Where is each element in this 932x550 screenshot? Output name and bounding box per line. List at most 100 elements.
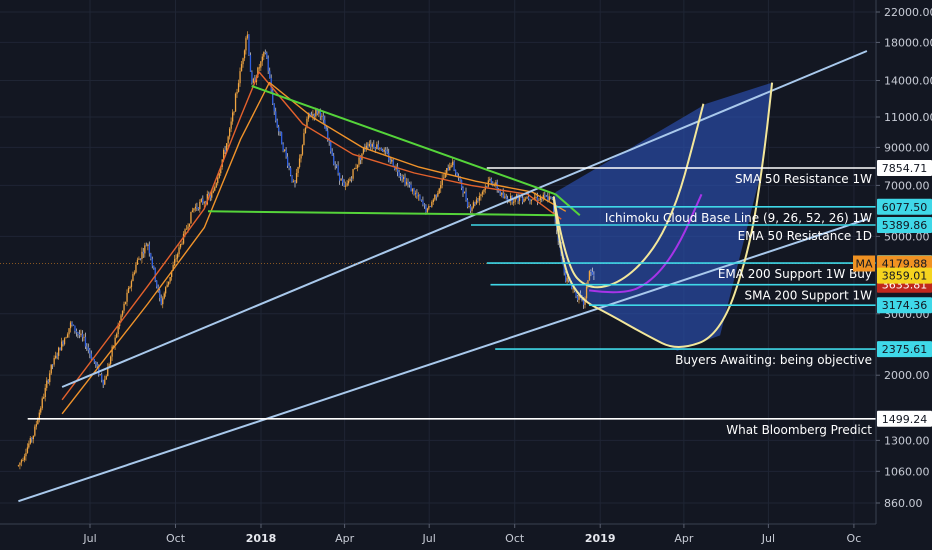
price-tick-label: 18000.00 bbox=[884, 36, 932, 49]
candle-body bbox=[41, 398, 43, 409]
candle-body bbox=[551, 197, 553, 199]
candle-body bbox=[337, 165, 339, 173]
candle-body bbox=[432, 199, 434, 202]
candle-body bbox=[71, 322, 73, 325]
candle-body bbox=[539, 197, 542, 200]
price-tick-label: 860.00 bbox=[884, 497, 923, 510]
candle-body bbox=[181, 243, 183, 245]
candle-body bbox=[132, 274, 134, 282]
candle-body bbox=[275, 111, 277, 121]
candle-body bbox=[22, 460, 24, 461]
candle-body bbox=[307, 112, 310, 119]
candle-body bbox=[319, 109, 321, 117]
candle-body bbox=[339, 172, 341, 181]
time-axis[interactable]: Jul Oct 2018 Apr Jul Oct 2019 Apr Jul Oc bbox=[0, 523, 876, 545]
candle-body bbox=[367, 145, 369, 147]
candle-body bbox=[428, 206, 430, 209]
candle-body bbox=[242, 58, 244, 65]
purple-curve bbox=[588, 193, 703, 294]
candle-body bbox=[437, 193, 439, 197]
candle-body bbox=[124, 301, 127, 304]
candle-body bbox=[426, 208, 429, 213]
candle-body bbox=[239, 71, 241, 84]
candle-body bbox=[166, 284, 168, 288]
candle-body bbox=[441, 178, 443, 186]
candle-body bbox=[371, 144, 373, 147]
candle-body bbox=[403, 177, 405, 180]
candle-body bbox=[188, 223, 191, 227]
time-tick-label: 2019 bbox=[585, 532, 616, 545]
candle-body bbox=[184, 229, 186, 234]
candle-body bbox=[374, 147, 376, 150]
candle-body bbox=[478, 196, 481, 201]
candle-body bbox=[52, 364, 54, 366]
candle-body bbox=[322, 115, 324, 120]
candle-body bbox=[298, 158, 301, 167]
candle-body bbox=[171, 270, 173, 277]
candle-body bbox=[359, 157, 362, 161]
candle-body bbox=[405, 181, 408, 185]
candle-body bbox=[130, 281, 133, 287]
candle-body bbox=[453, 161, 455, 170]
candle-body bbox=[220, 166, 222, 174]
candle-body bbox=[153, 265, 155, 269]
candle-body bbox=[572, 288, 574, 290]
candle-body bbox=[102, 380, 104, 385]
candle-body bbox=[334, 164, 336, 166]
candle-body bbox=[214, 187, 216, 191]
candle-body bbox=[96, 364, 98, 366]
candle-body bbox=[532, 198, 534, 200]
candle-body bbox=[29, 438, 31, 444]
candle-body bbox=[212, 190, 214, 193]
candle-body bbox=[413, 188, 415, 195]
candle-body bbox=[469, 205, 472, 211]
level-price-tag-bg bbox=[877, 198, 932, 215]
candle-body bbox=[352, 169, 354, 179]
candle-body bbox=[330, 141, 332, 152]
price-axis[interactable]: 22000.00 18000.00 14000.00 11000.00 9000.00 7… bbox=[853, 0, 932, 524]
candle-body bbox=[206, 194, 208, 205]
candle-body bbox=[510, 195, 512, 201]
candle-body bbox=[174, 259, 176, 266]
price-tick-label: 11000.00 bbox=[884, 111, 932, 124]
candle-body bbox=[260, 61, 262, 68]
candle-body bbox=[291, 175, 293, 182]
candle-body bbox=[425, 205, 427, 213]
candle-body bbox=[269, 70, 271, 78]
candle-body bbox=[284, 149, 286, 151]
level-annotation: What Bloomberg Predict bbox=[726, 423, 872, 437]
candle-body bbox=[521, 197, 524, 202]
candle-body bbox=[278, 127, 280, 132]
candle-body bbox=[389, 160, 391, 162]
candle-body bbox=[536, 196, 539, 201]
candle-body bbox=[376, 144, 378, 150]
candle-body bbox=[196, 206, 198, 208]
candle-body bbox=[165, 287, 167, 294]
level-price-tag-bg bbox=[877, 410, 932, 427]
candle-body bbox=[355, 168, 357, 169]
candle-body bbox=[17, 465, 20, 467]
candle-body bbox=[237, 83, 240, 92]
candle-body bbox=[211, 192, 213, 198]
candle-body bbox=[245, 38, 247, 51]
candle-body bbox=[159, 290, 161, 298]
price-tag-bg bbox=[877, 255, 932, 272]
candle-body bbox=[40, 408, 42, 413]
candle-body bbox=[263, 52, 265, 57]
candle-body bbox=[116, 334, 118, 338]
candle-body bbox=[68, 328, 70, 335]
candle-body bbox=[502, 192, 504, 198]
candle-body bbox=[156, 280, 158, 287]
ma-badge: MA bbox=[855, 258, 872, 271]
candle-body bbox=[273, 103, 275, 112]
candle-body bbox=[187, 226, 189, 229]
candle-body bbox=[550, 196, 552, 198]
candle-body bbox=[66, 334, 69, 338]
candle-body bbox=[199, 201, 201, 210]
price-tick-label: 22000.00 bbox=[884, 6, 932, 19]
candle-body bbox=[498, 190, 500, 192]
candle-body bbox=[327, 130, 329, 139]
candle-body bbox=[422, 200, 424, 205]
